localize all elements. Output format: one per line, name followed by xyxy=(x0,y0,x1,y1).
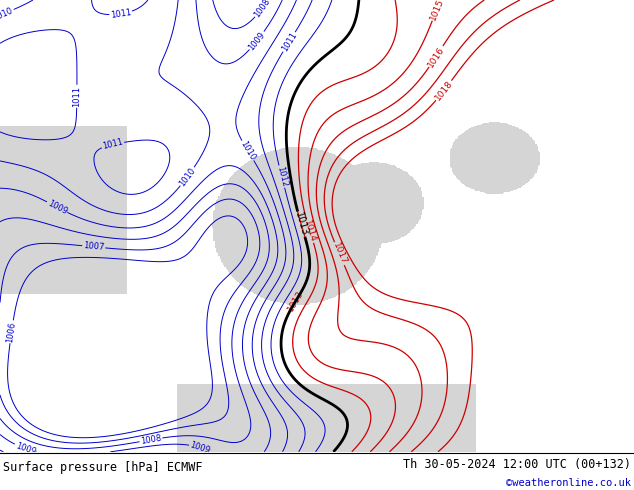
Text: 1010: 1010 xyxy=(0,6,15,23)
Text: Surface pressure [hPa] ECMWF: Surface pressure [hPa] ECMWF xyxy=(3,461,203,473)
Text: 1015: 1015 xyxy=(429,0,446,22)
Text: ©weatheronline.co.uk: ©weatheronline.co.uk xyxy=(506,478,631,488)
Text: 1007: 1007 xyxy=(83,242,105,252)
Text: 1010: 1010 xyxy=(238,139,257,162)
Text: 1009: 1009 xyxy=(189,441,212,455)
Text: 1011: 1011 xyxy=(280,30,299,53)
Text: 1013: 1013 xyxy=(293,211,309,237)
Text: 1009: 1009 xyxy=(247,30,267,52)
Text: 1014: 1014 xyxy=(302,219,318,243)
Text: 1017: 1017 xyxy=(331,241,348,266)
Text: 1006: 1006 xyxy=(6,320,18,343)
Text: 1009: 1009 xyxy=(14,441,37,456)
Text: 1012: 1012 xyxy=(275,165,288,188)
Text: 1010: 1010 xyxy=(178,166,197,188)
Text: 1011: 1011 xyxy=(72,86,81,107)
Text: 1008: 1008 xyxy=(139,434,162,446)
Text: 1016: 1016 xyxy=(426,45,446,69)
Text: Th 30-05-2024 12:00 UTC (00+132): Th 30-05-2024 12:00 UTC (00+132) xyxy=(403,458,631,470)
Text: 1009: 1009 xyxy=(46,198,68,216)
Text: 1011: 1011 xyxy=(110,8,132,20)
Text: 1018: 1018 xyxy=(433,79,455,102)
Text: 1011: 1011 xyxy=(101,138,124,151)
Text: 1008: 1008 xyxy=(252,0,272,19)
Text: 1013: 1013 xyxy=(286,289,306,314)
